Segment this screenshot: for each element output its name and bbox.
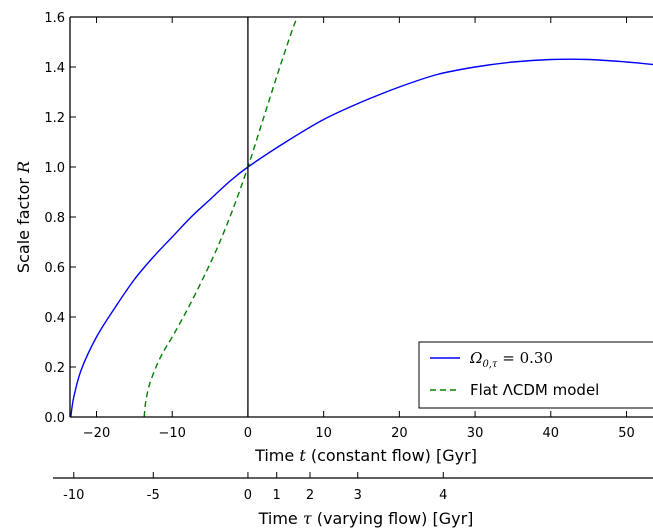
x-tick-label: −10 [158,426,185,441]
y-axis-ticks: 0.0 0.2 0.4 0.6 0.8 1.0 1.2 1.4 1.6 [44,11,76,426]
y-tick-label: 0.4 [44,311,65,326]
y-tick-label: 0.0 [44,411,65,426]
legend-label-lcdm: Flat ΛCDM model [470,381,599,399]
y-tick-label: 1.0 [44,161,65,176]
x-tick-label: 50 [618,426,635,441]
legend: Ω0,τ = 0.30 Flat ΛCDM model [418,341,653,409]
x-tick-label: 30 [467,426,484,441]
secondary-tick-label: -5 [147,488,160,503]
legend-label-omega: Ω0,τ = 0.30 [469,349,553,370]
y-tick-label: 0.6 [44,261,65,276]
secondary-axis-label: Time τ (varying flow) [Gyr] [258,509,474,528]
secondary-tick-label: 4 [439,488,447,503]
x-tick-label: −20 [83,426,110,441]
x-tick-label: 20 [391,426,408,441]
y-tick-label: 0.2 [44,361,65,376]
secondary-tick-label: 2 [306,488,314,503]
x-axis-ticks: −20 −10 0 10 20 30 40 50 [83,17,635,441]
y-tick-label: 0.8 [44,211,65,226]
y-tick-label: 1.4 [44,61,65,76]
secondary-tick-label: -10 [63,488,84,503]
series-line-1 [143,17,299,417]
secondary-tick-label: 0 [244,488,252,503]
secondary-tick-label: 1 [273,488,281,503]
y-tick-label: 1.2 [44,111,65,126]
x-tick-label: 10 [315,426,332,441]
legend-box [418,341,653,409]
secondary-axis-ticks: -10 -5 0 1 2 3 4 [63,472,447,503]
y-tick-label: 1.6 [44,11,65,26]
x-axis-label: Time t (constant flow) [Gyr] [254,446,477,465]
secondary-tick-label: 3 [354,488,362,503]
y-axis-label: Scale factor R [14,161,33,273]
x-tick-label: 0 [244,426,252,441]
x-tick-label: 40 [543,426,560,441]
